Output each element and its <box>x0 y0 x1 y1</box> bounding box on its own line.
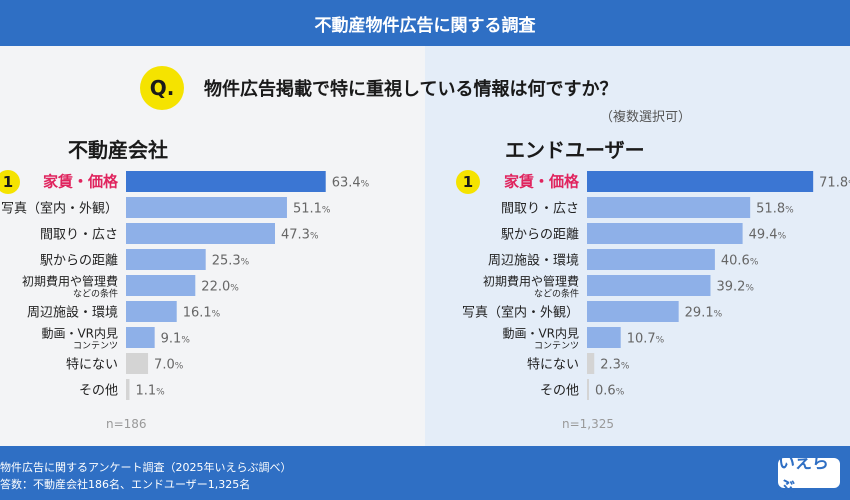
sample-size-end-user: n=1,325 <box>562 417 614 431</box>
category-label-end-user-1: 間取り・広さ <box>501 202 579 217</box>
question-block: Q. 物件広告掲載で特に重視している情報は何ですか？ <box>140 66 617 110</box>
bar-real-estate-7 <box>126 353 149 374</box>
footer-source: 物件広告に関するアンケート調査（2025年いえらぶ調べ） <box>0 461 292 474</box>
category-sublabel-real-estate-4: などの条件 <box>73 288 118 300</box>
value-label-end-user-6: 10.7% <box>627 332 665 347</box>
value-label-end-user-1: 51.8% <box>756 202 794 217</box>
sample-size-real-estate: n=186 <box>106 417 147 431</box>
bar-end-user-1 <box>587 197 751 218</box>
footer: 物件広告に関するアンケート調査（2025年いえらぶ調べ） 答数：不動産会社186… <box>0 446 850 500</box>
value-label-end-user-3: 40.6% <box>721 254 759 269</box>
category-sublabel-end-user-6: コンテンツ <box>534 341 579 352</box>
category-label-end-user-0: 家賃・価格 <box>504 173 580 191</box>
bar-end-user-8 <box>587 379 589 400</box>
category-label-real-estate-2: 間取り・広さ <box>40 228 118 243</box>
category-label-end-user-3: 周辺施設・環境 <box>488 253 579 269</box>
bar-real-estate-3 <box>126 249 206 270</box>
header-title: 不動産物件広告に関する調査 <box>314 15 536 36</box>
question-note: （複数選択可） <box>600 110 692 125</box>
category-label-real-estate-1: 写真（室内・外観） <box>1 201 118 217</box>
category-sublabel-end-user-4: などの条件 <box>534 288 579 300</box>
category-sublabel-real-estate-6: コンテンツ <box>73 341 118 352</box>
category-label-end-user-6: 動画・VR内見 <box>502 327 579 341</box>
bar-real-estate-2 <box>126 223 275 244</box>
chart-title-end-user: エンドユーザー <box>505 138 645 162</box>
category-label-real-estate-5: 周辺施設・環境 <box>27 305 118 321</box>
value-label-end-user-0: 71.8% <box>819 176 850 191</box>
value-label-real-estate-7: 7.0% <box>154 358 184 373</box>
value-label-real-estate-0: 63.4% <box>332 176 370 191</box>
value-label-real-estate-3: 25.3% <box>212 254 250 269</box>
bar-real-estate-6 <box>126 327 155 348</box>
value-label-real-estate-5: 16.1% <box>183 306 221 321</box>
category-label-end-user-8: その他 <box>540 384 579 399</box>
bar-end-user-2 <box>587 223 743 244</box>
bar-end-user-6 <box>587 327 621 348</box>
brand-logo: いえらぶ <box>778 453 840 498</box>
right-panel-background <box>425 46 850 446</box>
value-label-real-estate-8: 1.1% <box>135 384 165 399</box>
category-label-end-user-5: 写真（室内・外観） <box>462 305 579 321</box>
rank-badge-end-user: 1 <box>456 170 480 194</box>
bar-end-user-7 <box>587 353 595 374</box>
value-label-end-user-4: 39.2% <box>716 280 754 295</box>
value-label-end-user-7: 2.3% <box>600 358 630 373</box>
bar-real-estate-0 <box>126 171 326 192</box>
category-label-end-user-4: 初期費用や管理費 <box>483 274 579 289</box>
category-label-real-estate-7: 特にない <box>66 358 118 373</box>
value-label-real-estate-1: 51.1% <box>293 202 331 217</box>
value-label-real-estate-2: 47.3% <box>281 228 319 243</box>
bar-end-user-3 <box>587 249 715 270</box>
value-label-end-user-8: 0.6% <box>595 384 625 399</box>
category-label-end-user-2: 駅からの距離 <box>501 228 579 243</box>
value-label-real-estate-4: 22.0% <box>201 280 239 295</box>
category-label-real-estate-4: 初期費用や管理費 <box>22 274 118 289</box>
bar-real-estate-5 <box>126 301 177 322</box>
value-label-end-user-2: 49.4% <box>749 228 787 243</box>
category-label-real-estate-8: その他 <box>79 384 118 399</box>
category-label-real-estate-3: 駅からの距離 <box>40 254 118 269</box>
question-badge: Q. <box>140 66 184 110</box>
category-label-real-estate-6: 動画・VR内見 <box>41 327 118 341</box>
bar-end-user-4 <box>587 275 711 296</box>
footer-respondents: 答数：不動産会社186名、エンドユーザー1,325名 <box>0 478 251 491</box>
chart-title-real-estate: 不動産会社 <box>68 138 168 162</box>
page-header: 不動産物件広告に関する調査 <box>0 0 850 46</box>
category-label-end-user-7: 特にない <box>527 358 579 373</box>
value-label-real-estate-6: 9.1% <box>161 332 191 347</box>
category-label-real-estate-0: 家賃・価格 <box>43 173 119 191</box>
bar-real-estate-8 <box>126 379 130 400</box>
question-text: 物件広告掲載で特に重視している情報は何ですか？ <box>204 79 618 100</box>
chart-canvas: 家賃・価格 63.4% 写真（室内・外観） 51.1% 間取り・広さ 47.3% 駅からの距… <box>1 171 850 431</box>
bar-real-estate-4 <box>126 275 196 296</box>
bar-end-user-5 <box>587 301 679 322</box>
bar-end-user-0 <box>587 171 814 192</box>
left-panel-background <box>0 46 425 446</box>
rank-badge-real-estate: 1 <box>0 170 20 194</box>
value-label-end-user-5: 29.1% <box>685 306 723 321</box>
bar-real-estate-1 <box>126 197 287 218</box>
